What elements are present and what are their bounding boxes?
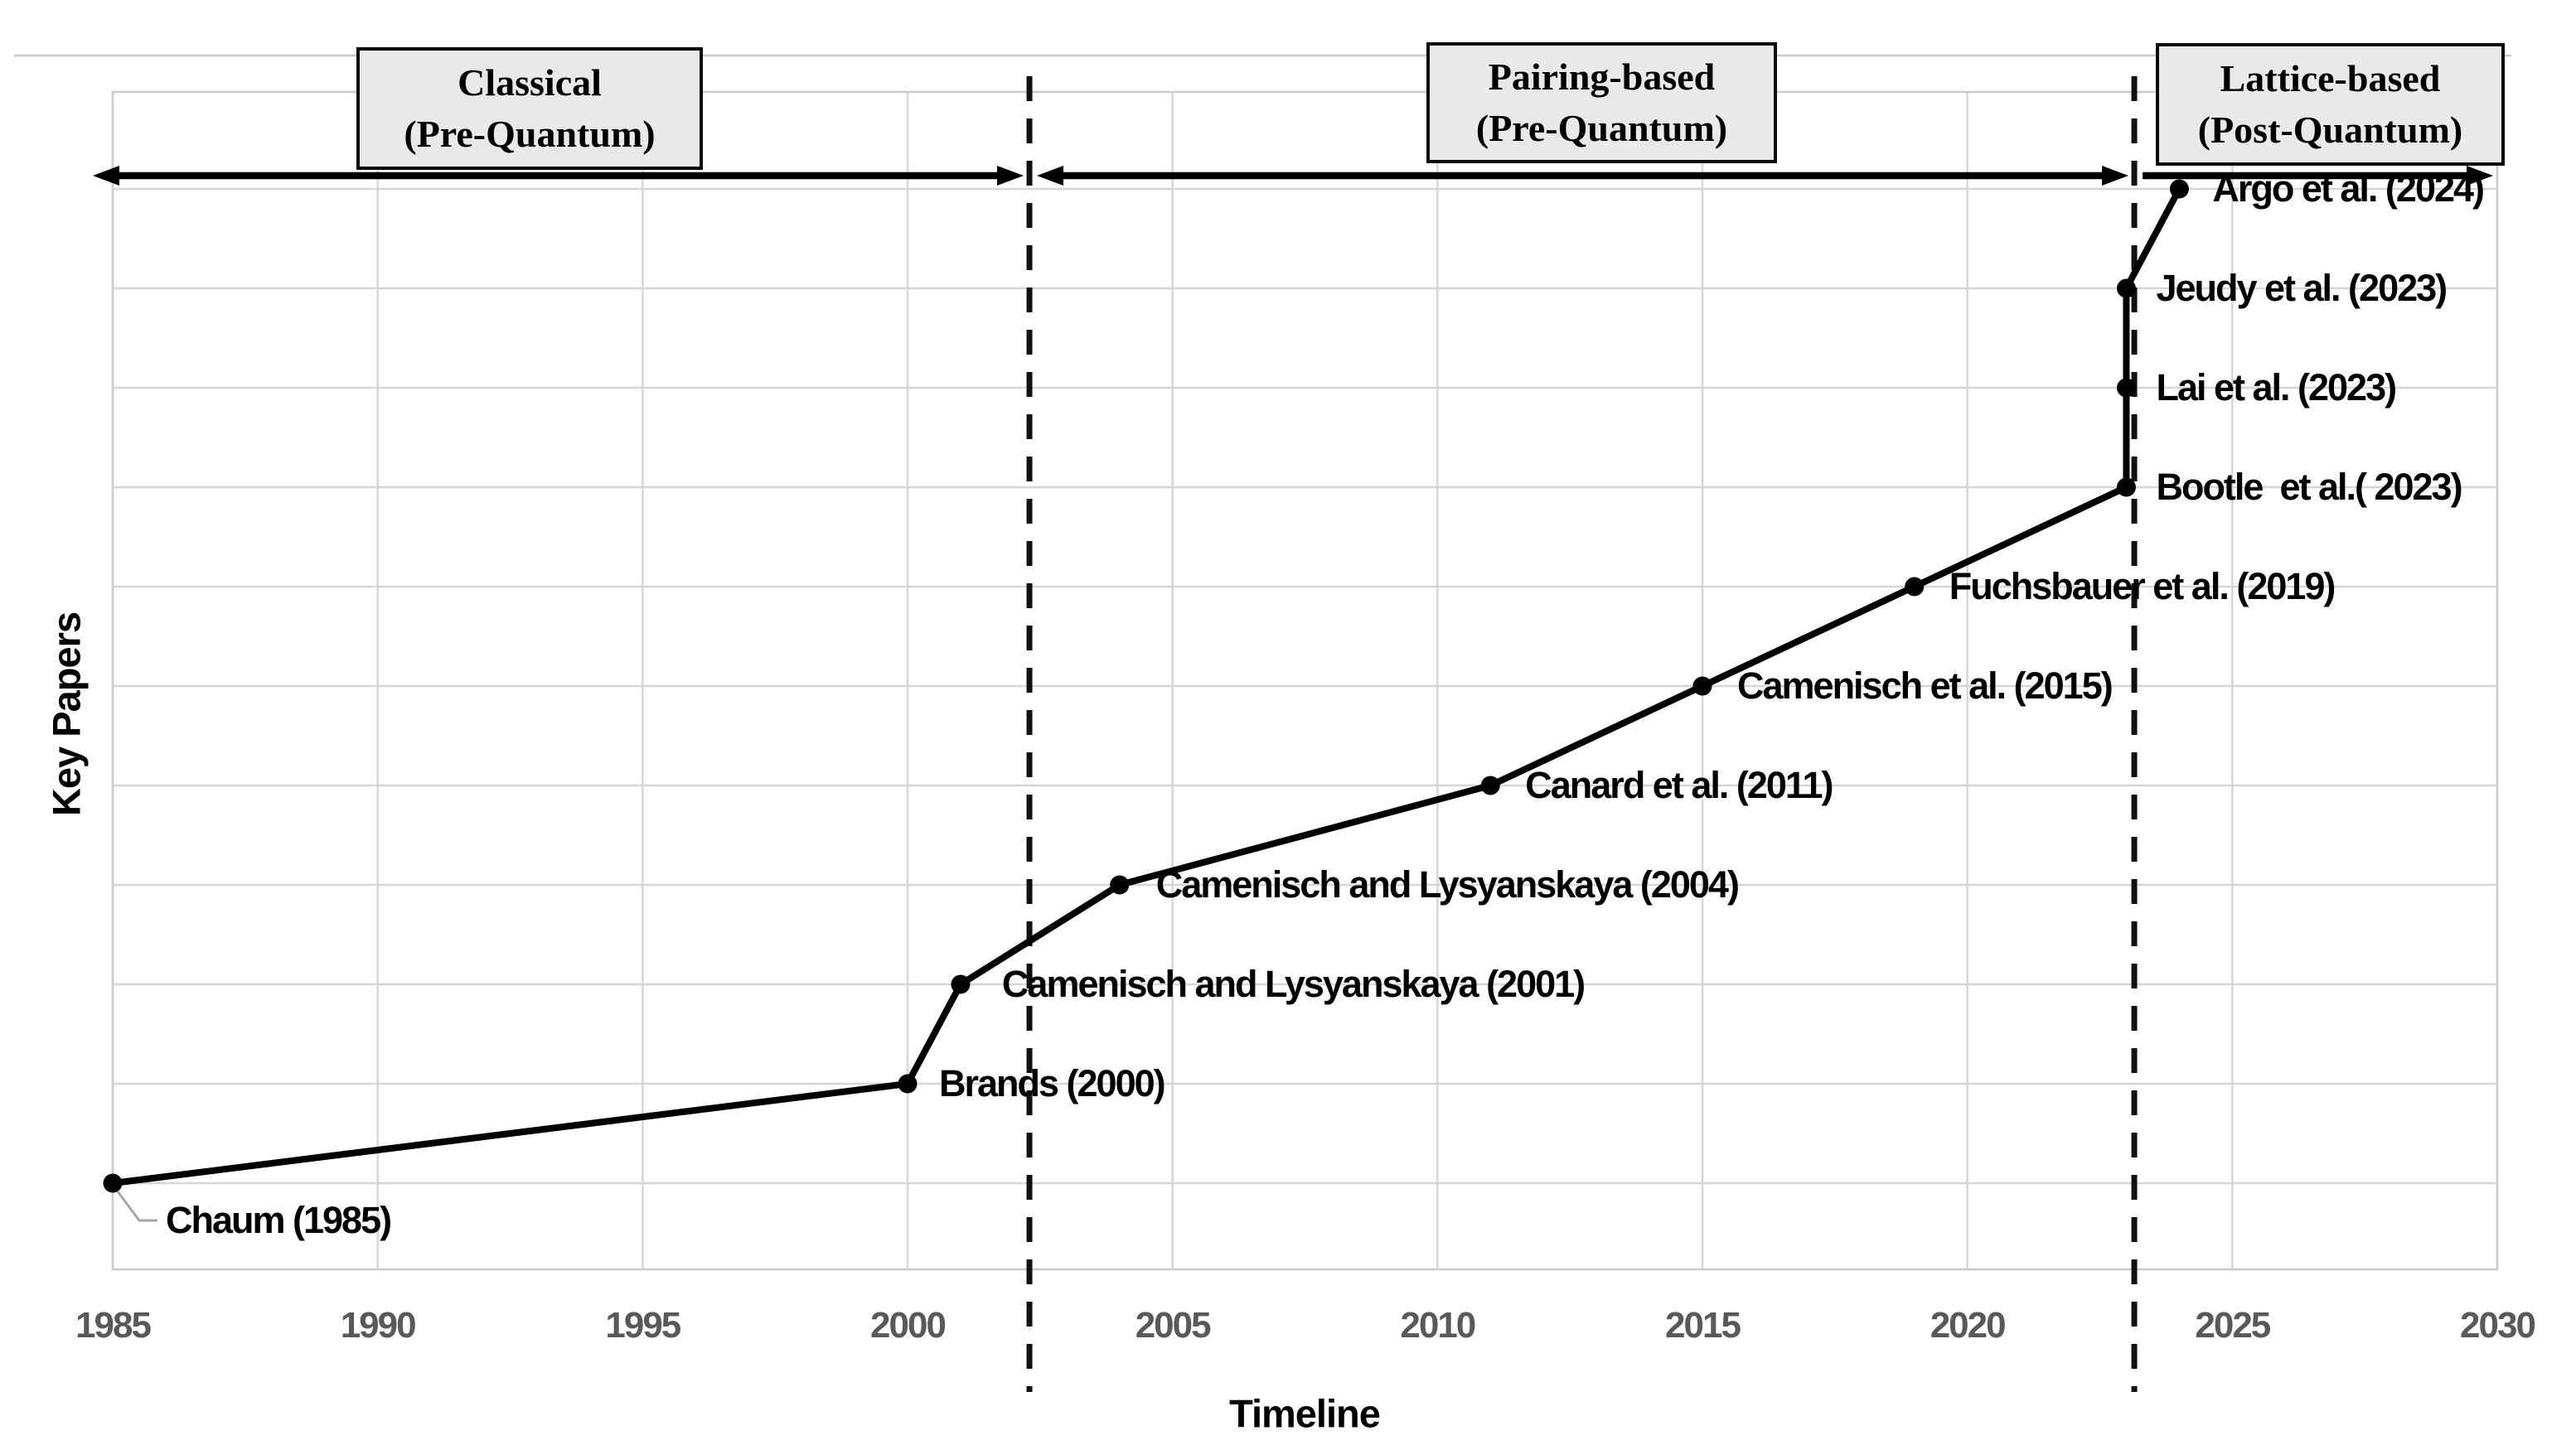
x-tick-label: 2000 <box>870 1305 947 1346</box>
data-point-label: Lai et al. (2023) <box>2156 366 2397 408</box>
data-point-marker <box>1110 875 1130 895</box>
data-point-label: Bootle et al.( 2023) <box>2156 466 2462 508</box>
data-point-label: Canard et al. (2011) <box>1525 764 1833 806</box>
era-title: Pairing-based <box>1488 56 1716 98</box>
data-point-marker <box>1480 776 1500 795</box>
callout-leader-line <box>116 1191 157 1222</box>
x-axis-title: Timeline <box>1229 1391 1381 1436</box>
era-label-pairing-based: Pairing-based (Pre-Quantum) <box>1426 42 1777 163</box>
data-point-label: Fuchsbauer et al. (2019) <box>1949 565 2336 607</box>
data-point-label: Jeudy et al. (2023) <box>2156 267 2448 309</box>
arrow-head-icon <box>2467 166 2493 186</box>
x-tick-label: 1985 <box>75 1305 152 1346</box>
plot-area-border <box>111 90 2499 1271</box>
x-tick-label: 2005 <box>1135 1305 1212 1346</box>
arrow-head-icon <box>93 166 119 186</box>
x-tick-label: 1990 <box>340 1305 417 1346</box>
era-label-classical: Classical (Pre-Quantum) <box>356 47 703 170</box>
data-point-label: Camenisch and Lysyanskaya (2001) <box>1001 963 1586 1005</box>
x-tick-label: 2010 <box>1400 1305 1476 1346</box>
data-point-marker <box>2116 278 2136 298</box>
data-point-label: Chaum (1985) <box>166 1199 392 1241</box>
arrow-head-icon <box>997 166 1024 186</box>
data-point-marker <box>2116 477 2136 497</box>
data-point-label: Argo et al. (2024) <box>2212 167 2485 210</box>
data-point-marker <box>1692 676 1712 696</box>
data-point-marker <box>1905 577 1925 597</box>
era-title: Lattice-based <box>2220 57 2441 99</box>
data-point-label: Camenisch and Lysyanskaya (2004) <box>1155 863 1740 906</box>
era-subtitle: (Pre-Quantum) <box>404 113 656 155</box>
era-subtitle: (Post-Quantum) <box>2197 109 2463 151</box>
era-label-lattice-based: Lattice-based (Post-Quantum) <box>2156 43 2505 166</box>
data-point-marker <box>2116 378 2136 398</box>
x-tick-label: 2015 <box>1665 1305 1741 1346</box>
era-subtitle: (Pre-Quantum) <box>1475 107 1728 149</box>
x-tick-label: 1995 <box>605 1305 681 1346</box>
arrow-head-icon <box>1037 166 1064 186</box>
x-tick-label: 2020 <box>1930 1305 2007 1346</box>
data-point-marker <box>103 1173 123 1193</box>
arrow-head-icon <box>2102 166 2129 186</box>
x-tick-label: 2030 <box>2460 1305 2536 1346</box>
era-title: Classical <box>458 61 602 104</box>
y-axis-title: Key Papers <box>44 611 89 817</box>
data-point-marker <box>898 1074 918 1094</box>
x-tick-label: 2025 <box>2195 1305 2271 1346</box>
data-point-marker <box>2169 179 2189 199</box>
data-point-label: Camenisch et al. (2015) <box>1737 665 2114 707</box>
data-point-label: Brands (2000) <box>939 1062 1166 1104</box>
data-point-marker <box>951 974 971 994</box>
